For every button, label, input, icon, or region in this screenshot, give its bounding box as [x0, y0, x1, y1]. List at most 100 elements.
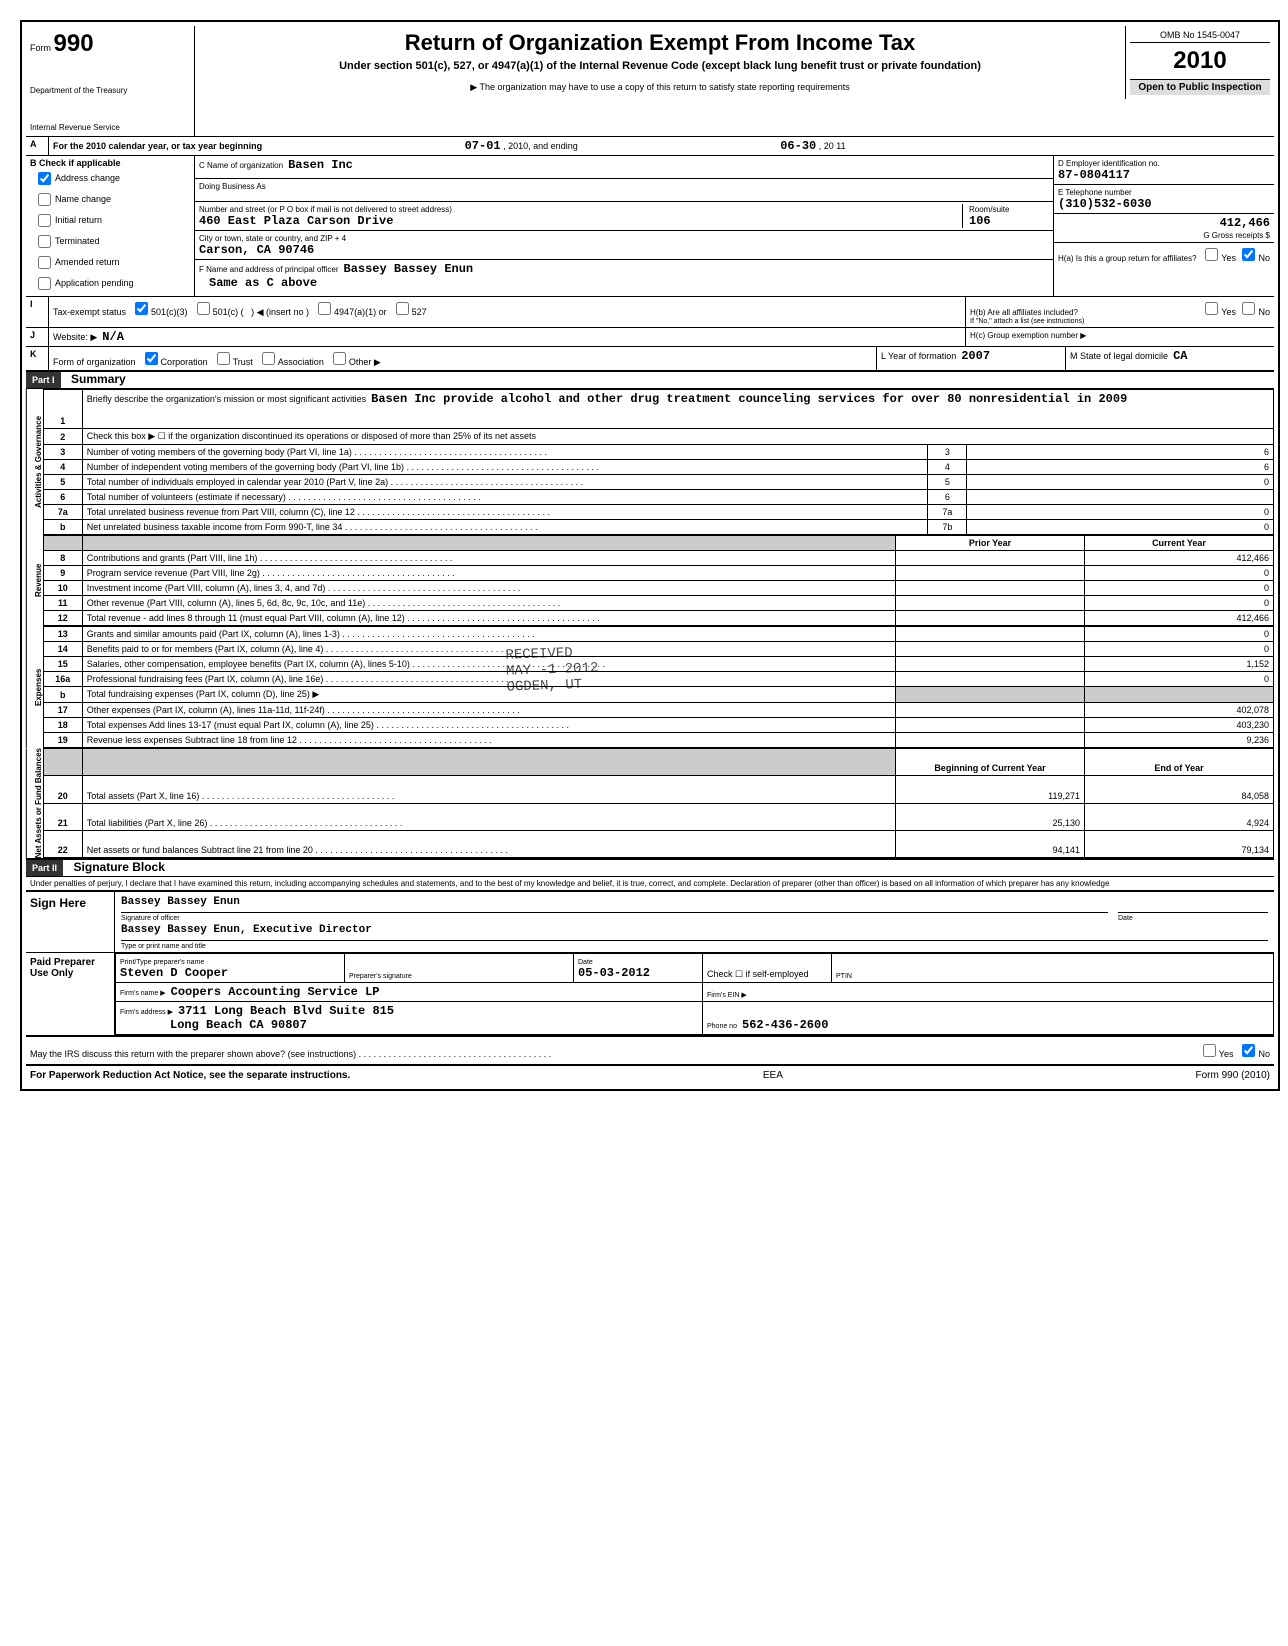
tax-status-label: Tax-exempt status — [53, 307, 126, 317]
sig-date-label: Date — [1118, 915, 1268, 922]
l21-cy: 4,924 — [1085, 803, 1274, 830]
4947-checkbox[interactable] — [318, 302, 331, 315]
application-pending-label: Application pending — [55, 278, 134, 288]
begin-date: 07-01 — [465, 139, 501, 153]
other-checkbox[interactable] — [333, 352, 346, 365]
ptin-label: PTIN — [836, 973, 852, 980]
part1-header-row: Part I Summary — [26, 370, 1274, 388]
l17-cy: 402,078 — [1085, 703, 1274, 718]
expenses-table: 13Grants and similar amounts paid (Part … — [43, 626, 1274, 748]
title-box: Return of Organization Exempt From Incom… — [195, 26, 1125, 97]
501c-checkbox[interactable] — [197, 302, 210, 315]
501c3-checkbox[interactable] — [135, 302, 148, 315]
line-a-label: For the 2010 calendar year, or tax year … — [53, 141, 262, 151]
form-page: Form 990 Department of the Treasury Inte… — [20, 20, 1280, 1091]
hb-no-checkbox[interactable] — [1242, 302, 1255, 315]
address-change-checkbox[interactable] — [38, 172, 51, 185]
trust-checkbox[interactable] — [217, 352, 230, 365]
check-header: Check if applicable — [39, 158, 121, 168]
right-info: D Employer identification no.87-0804117 … — [1054, 156, 1274, 296]
l8-cy: 412,466 — [1085, 551, 1274, 566]
firm-addr2: Long Beach CA 90807 — [170, 1018, 307, 1032]
assoc-checkbox[interactable] — [262, 352, 275, 365]
check-column: B Check if applicable Address change Nam… — [26, 156, 195, 296]
l3-value: 6 — [967, 445, 1274, 460]
status-row-k: K Form of organization Corporation Trust… — [26, 346, 1274, 370]
org-address: 460 East Plaza Carson Drive — [199, 214, 393, 228]
officer-signature-name: Bassey Bassey Enun — [121, 896, 1108, 913]
main-info: C Name of organization Basen Inc Doing B… — [195, 156, 1054, 296]
discuss-yes-checkbox[interactable] — [1203, 1044, 1216, 1057]
l13-cy: 0 — [1085, 627, 1274, 642]
firm-ein-label: Firm's EIN ▶ — [707, 992, 747, 999]
addr-label: Number and street (or P O box if mail is… — [199, 205, 452, 214]
form-number: 990 — [54, 30, 94, 57]
preparer-name: Steven D Cooper — [120, 966, 228, 980]
year-formation-value: 2007 — [961, 349, 990, 363]
l20-cy: 84,058 — [1085, 776, 1274, 803]
omb-number: OMB No 1545-0047 — [1130, 30, 1270, 43]
sign-here-label: Sign Here — [26, 892, 115, 952]
pra-notice: For Paperwork Reduction Act Notice, see … — [30, 1070, 350, 1081]
l12-cy: 412,466 — [1085, 611, 1274, 626]
officer-addr: Same as C above — [209, 276, 317, 290]
officer-label: F Name and address of principal officer — [199, 265, 338, 274]
end-date: 06-30 — [780, 139, 816, 153]
527-checkbox[interactable] — [396, 302, 409, 315]
org-room: 106 — [969, 214, 991, 228]
state-domicile-label: M State of legal domicile — [1070, 351, 1168, 361]
line-a-mid: , 2010, and ending — [503, 141, 578, 151]
ha-yes-checkbox[interactable] — [1205, 248, 1218, 261]
instruction: ▶ The organization may have to use a cop… — [199, 82, 1121, 93]
application-pending-checkbox[interactable] — [38, 277, 51, 290]
l21-py: 25,130 — [896, 803, 1085, 830]
side-netassets: Net Assets or Fund Balances — [26, 748, 43, 858]
org-city: Carson, CA 90746 — [199, 243, 314, 257]
hb-yes-checkbox[interactable] — [1205, 302, 1218, 315]
footer-row: For Paperwork Reduction Act Notice, see … — [26, 1064, 1274, 1085]
entity-block: B Check if applicable Address change Nam… — [26, 155, 1274, 296]
amended-return-checkbox[interactable] — [38, 256, 51, 269]
org-name-label: C Name of organization — [199, 161, 283, 170]
dept-irs: Internal Revenue Service — [30, 123, 190, 132]
summary-block: Activities & Governance 1Briefly describ… — [26, 388, 1274, 535]
l5-value: 0 — [967, 475, 1274, 490]
sub-title: Under section 501(c), 527, or 4947(a)(1)… — [199, 60, 1121, 72]
signature-block: Sign Here Bassey Bassey Enun Signature o… — [26, 890, 1274, 1036]
l4-value: 6 — [967, 460, 1274, 475]
main-title: Return of Organization Exempt From Incom… — [199, 30, 1121, 56]
year-box: OMB No 1545-0047 2010 Open to Public Ins… — [1125, 26, 1274, 99]
hb-note: If "No," attach a list (see instructions… — [970, 318, 1270, 325]
ha-no-checkbox[interactable] — [1242, 248, 1255, 261]
l10-cy: 0 — [1085, 581, 1274, 596]
l19-cy: 9,236 — [1085, 733, 1274, 748]
l9-cy: 0 — [1085, 566, 1274, 581]
l15-cy: 1,152 — [1085, 657, 1274, 672]
l6-value — [967, 490, 1274, 505]
l20-py: 119,271 — [896, 776, 1085, 803]
website-value: N/A — [102, 330, 124, 344]
name-change-checkbox[interactable] — [38, 193, 51, 206]
terminated-label: Terminated — [55, 236, 100, 246]
form-org-label: Form of organization — [53, 357, 136, 367]
l7b-value: 0 — [967, 520, 1274, 535]
ein-value: 87-0804117 — [1058, 168, 1130, 182]
dba-label: Doing Business As — [199, 182, 266, 191]
part2-header: Part II — [26, 860, 63, 876]
initial-return-checkbox[interactable] — [38, 214, 51, 227]
self-employed-check: Check ☐ if self-employed — [703, 954, 832, 983]
phone-label: E Telephone number — [1058, 188, 1132, 197]
netassets-block: Net Assets or Fund Balances Beginning of… — [26, 748, 1274, 858]
discuss-no-checkbox[interactable] — [1242, 1044, 1255, 1057]
part1-header: Part I — [26, 372, 61, 388]
corp-checkbox[interactable] — [145, 352, 158, 365]
l22-py: 94,141 — [896, 831, 1085, 858]
gross-receipts-value: 412,466 — [1220, 216, 1270, 230]
side-revenue: Revenue — [26, 535, 43, 626]
l11-cy: 0 — [1085, 596, 1274, 611]
phone-value: (310)532-6030 — [1058, 197, 1152, 211]
ein-label: D Employer identification no. — [1058, 159, 1160, 168]
terminated-checkbox[interactable] — [38, 235, 51, 248]
netassets-table: Beginning of Current YearEnd of Year 20T… — [43, 748, 1274, 858]
l7a-value: 0 — [967, 505, 1274, 520]
